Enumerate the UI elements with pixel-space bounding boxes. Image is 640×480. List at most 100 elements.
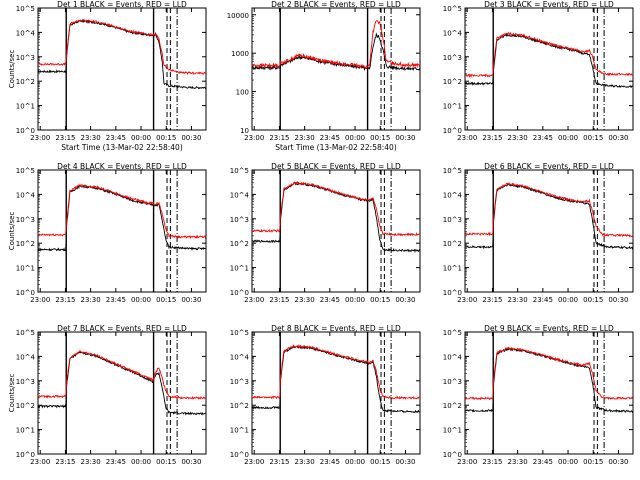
x-tick-label: 00:15: [370, 134, 390, 142]
y-axis-label: Counts/sec: [8, 50, 16, 89]
x-tick-label: 23:00: [457, 458, 477, 466]
series-line-events: [37, 351, 207, 416]
y-tick-label: 10^5: [230, 167, 249, 175]
y-tick-label: 10^0: [443, 451, 462, 459]
y-axis-label: Counts/sec: [8, 374, 16, 413]
x-tick-label: 00:00: [345, 134, 365, 142]
chart-panel-6: 10^0 10^1 10^2 10^3 10^4 10^5 23:00 23:15 23:30 2…: [443, 162, 634, 304]
x-tick-label: 00:30: [608, 458, 628, 466]
x-tick-label: 23:30: [508, 458, 528, 466]
x-tick-label: 23:45: [533, 134, 553, 142]
y-tick-label: 10^3: [230, 216, 249, 224]
x-tick-label: 00:00: [558, 134, 578, 142]
y-tick-label: 10^4: [443, 29, 463, 37]
plot-frame: [37, 169, 207, 293]
x-tick-label: 23:00: [457, 296, 477, 304]
x-tick-label: 23:30: [295, 296, 315, 304]
x-tick-label: 23:30: [295, 134, 315, 142]
plot-frame: [251, 331, 421, 455]
series-line-events: [37, 184, 207, 252]
y-tick-label: 10^1: [16, 103, 35, 111]
y-tick-label: 10^2: [16, 402, 35, 410]
series-line-lld: [251, 19, 421, 69]
x-tick-label: 00:00: [131, 458, 151, 466]
y-tick-label: 10^0: [230, 451, 249, 459]
x-tick-label: 23:45: [106, 296, 126, 304]
x-tick-label: 23:30: [81, 458, 101, 466]
chart-panel-2: 10 100 1000 10000 23:00 23:15 23:30 23:45 00:00 0…: [227, 0, 421, 152]
x-axis-label: Start Time (13-Mar-02 22:58:40): [275, 143, 397, 152]
x-tick-label: 00:30: [608, 134, 628, 142]
series-line-lld: [251, 181, 420, 237]
chart-title: Det 6 BLACK = Events, RED = LLD: [484, 162, 614, 171]
x-tick-label: 00:15: [583, 296, 603, 304]
y-tick-label: 10^4: [443, 353, 463, 361]
series-line-lld: [37, 349, 207, 400]
y-tick-label: 10^4: [230, 353, 250, 361]
series-line-lld: [37, 183, 207, 240]
y-tick-label: 10: [240, 127, 249, 135]
y-tick-label: 10^4: [16, 191, 36, 199]
y-tick-label: 10^3: [230, 378, 249, 386]
plot-frame: [464, 169, 634, 293]
y-tick-label: 10^3: [16, 216, 35, 224]
chart-title: Det 8 BLACK = Events, RED = LLD: [271, 324, 401, 333]
y-tick-label: 10^0: [16, 127, 35, 135]
series-line-lld: [465, 182, 634, 238]
x-tick-label: 23:45: [533, 296, 553, 304]
x-tick-label: 23:00: [244, 296, 264, 304]
y-tick-label: 10^5: [443, 5, 462, 13]
x-tick-label: 00:15: [156, 458, 176, 466]
y-tick-label: 10^1: [443, 265, 462, 273]
x-tick-label: 23:15: [269, 296, 289, 304]
chart-title: Det 9 BLACK = Events, RED = LLD: [484, 324, 614, 333]
x-tick-label: 00:00: [131, 296, 151, 304]
x-tick-label: 00:15: [156, 296, 176, 304]
y-tick-label: 100: [236, 89, 249, 97]
y-tick-label: 10^2: [443, 402, 462, 410]
series-line-events: [251, 181, 421, 253]
series-line-lld: [251, 344, 421, 400]
chart-panel-1: 10^0 10^1 10^2 10^3 10^4 10^5 23:00 23:15 23:30 2…: [8, 0, 207, 152]
x-tick-label: 00:15: [583, 458, 603, 466]
x-tick-label: 23:30: [508, 296, 528, 304]
x-tick-label: 00:15: [583, 134, 603, 142]
x-tick-label: 23:15: [269, 134, 289, 142]
x-tick-label: 00:30: [181, 134, 201, 142]
x-tick-label: 23:00: [30, 134, 50, 142]
y-axis-label: Counts/sec: [8, 212, 16, 251]
y-tick-label: 10^1: [443, 427, 462, 435]
x-tick-label: 00:30: [608, 296, 628, 304]
plot-frame: [37, 7, 207, 131]
y-tick-label: 10^0: [230, 289, 249, 297]
series-line-lld: [464, 31, 634, 79]
y-tick-label: 10^1: [230, 265, 249, 273]
y-tick-label: 10^2: [230, 402, 249, 410]
x-tick-label: 23:30: [81, 296, 101, 304]
x-tick-label: 23:45: [320, 296, 340, 304]
x-tick-label: 23:45: [320, 134, 340, 142]
y-tick-label: 10^3: [443, 378, 462, 386]
chart-title: Det 5 BLACK = Events, RED = LLD: [271, 162, 401, 171]
plot-frame: [251, 7, 421, 131]
x-tick-label: 23:00: [457, 134, 477, 142]
x-tick-label: 23:15: [55, 296, 75, 304]
y-tick-label: 10^3: [16, 378, 35, 386]
y-tick-label: 10^5: [443, 329, 462, 337]
y-tick-label: 10^4: [230, 191, 250, 199]
chart-title: Det 7 BLACK = Events, RED = LLD: [57, 324, 187, 333]
y-tick-label: 10^0: [16, 451, 35, 459]
chart-panel-3: 10^0 10^1 10^2 10^3 10^4 10^5 23:00 23:15 23:30 2…: [443, 0, 634, 142]
x-tick-label: 23:30: [508, 134, 528, 142]
x-tick-label: 00:30: [181, 296, 201, 304]
x-tick-label: 23:30: [295, 458, 315, 466]
x-tick-label: 00:15: [156, 134, 176, 142]
x-tick-label: 23:45: [106, 458, 126, 466]
plot-frame: [464, 331, 634, 455]
y-tick-label: 10^0: [16, 289, 35, 297]
y-tick-label: 10^0: [443, 289, 462, 297]
y-tick-label: 10^2: [16, 78, 35, 86]
y-tick-label: 10^4: [16, 29, 36, 37]
y-tick-label: 10^3: [443, 216, 462, 224]
